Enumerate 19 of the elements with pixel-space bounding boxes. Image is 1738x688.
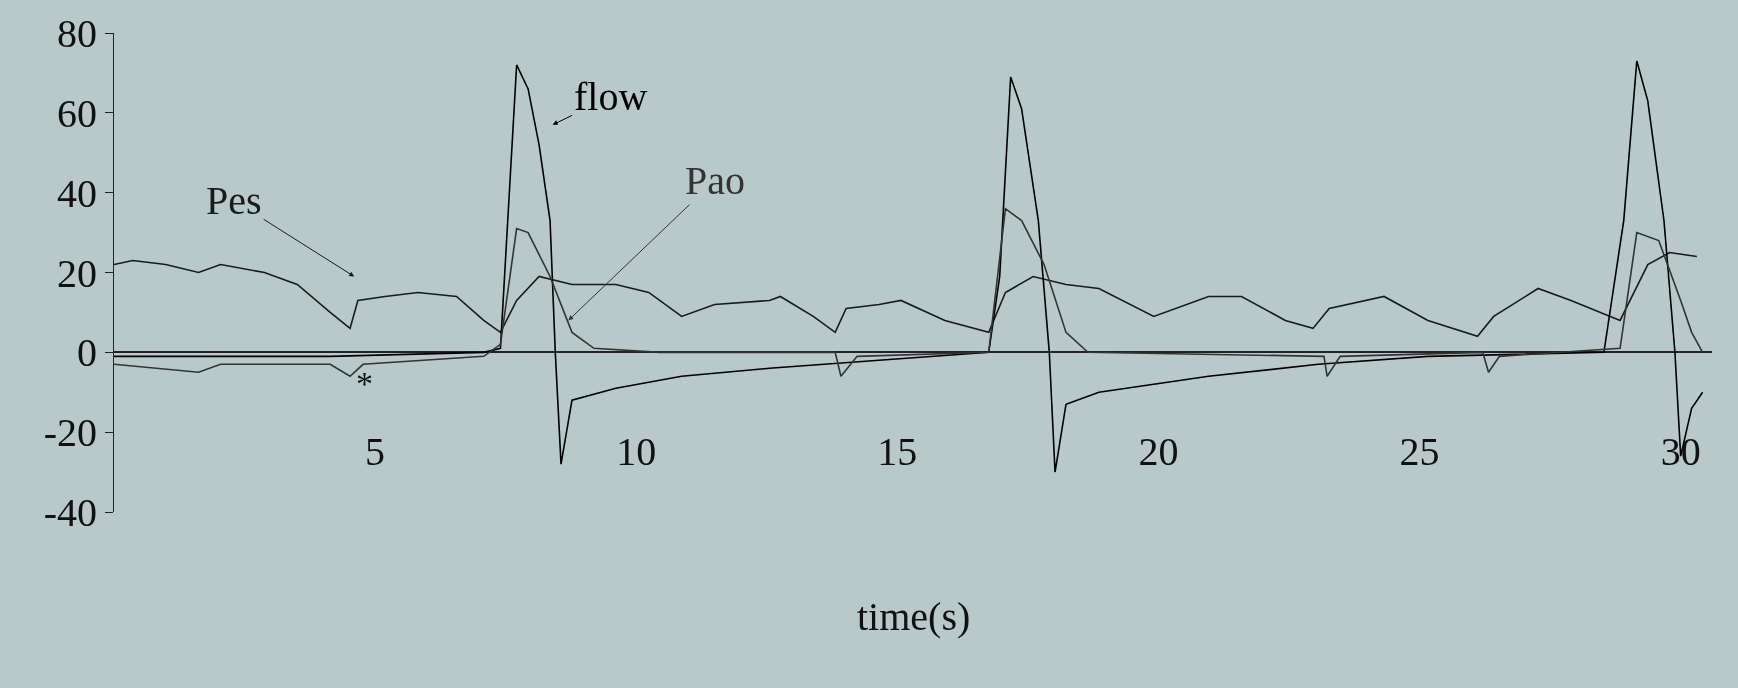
y-tick-label: 60 [57, 90, 97, 136]
x-tick-label: 5 [365, 429, 386, 475]
x-tick-label: 15 [877, 429, 918, 475]
y-tick-label: 40 [57, 170, 97, 216]
series-label: Pes [206, 178, 262, 223]
line-series [114, 60, 1704, 473]
x-tick-label: 25 [1399, 429, 1440, 475]
y-tick-label: -40 [43, 490, 97, 535]
x-tick-label: 30 [1660, 429, 1701, 475]
x-tick-label: 20 [1138, 429, 1179, 475]
x-tick-label: 10 [616, 429, 657, 475]
y-tick-label: 20 [57, 250, 97, 296]
y-tick-label: 80 [57, 11, 97, 56]
legend-label: flow [574, 74, 648, 119]
y-tick-label: -20 [43, 410, 97, 456]
y-tick-label: 0 [77, 330, 97, 376]
annotation: * [356, 365, 373, 402]
text: Pao [685, 158, 745, 203]
x-axis-title: time(s) [857, 594, 971, 639]
